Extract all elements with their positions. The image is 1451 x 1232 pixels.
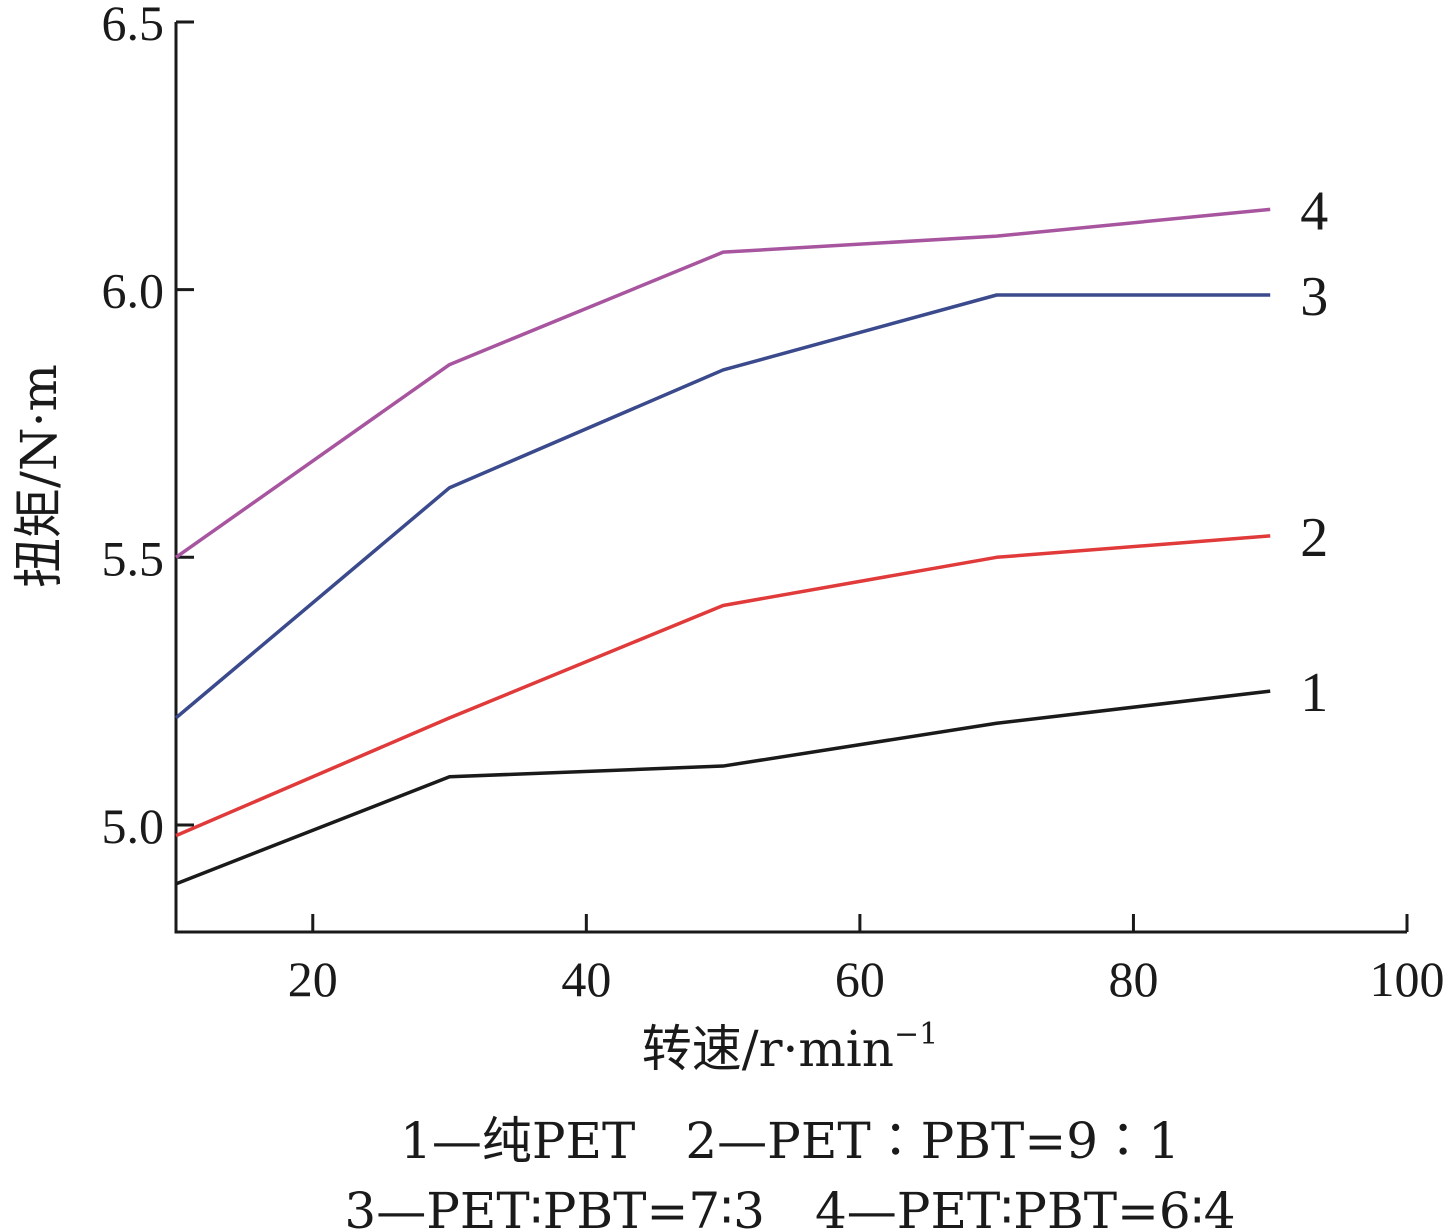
series-label-4: 4 [1300,180,1328,242]
y-tick-label-5.5: 5.5 [102,530,165,586]
axis-frame [174,22,1407,934]
x-axis-title-text: 转速/r·min [642,1020,894,1078]
series-line-3 [174,293,1271,720]
legend-line-1: 1—纯PET 2—PET∶PBT=9∶1 [400,1112,1180,1170]
x-tick-label-20: 20 [288,951,338,1007]
x-tick-label-100: 100 [1370,951,1445,1007]
legend-line-2: 3—PET∶PBT=7∶3 4—PET∶PBT=6∶4 [344,1182,1235,1232]
series-group [174,207,1271,886]
end-labels: 1 2 3 4 [1300,180,1328,724]
ticks: 20 40 60 80 100 5.0 5.5 6.0 6.5 [102,0,1445,1007]
x-tick-label-40: 40 [561,951,611,1007]
y-tick-label-6.0: 6.0 [102,263,165,319]
x-tick-label-60: 60 [835,951,885,1007]
x-tick-label-80: 80 [1108,951,1158,1007]
series-line-1 [175,689,1271,886]
x-axis-title: 转速/r·min−1 [642,1017,938,1078]
series-label-2: 2 [1300,507,1328,569]
series-label-1: 1 [1300,662,1328,724]
y-tick-label-5.0: 5.0 [102,798,165,854]
y-tick-label-6.5: 6.5 [102,0,165,51]
x-axis-title-exponent: −1 [894,1017,938,1052]
axes [174,22,1407,934]
series-line-2 [175,534,1271,838]
series-line-4 [174,207,1271,559]
series-label-3: 3 [1300,266,1328,328]
y-axis-title: 扭矩/N·m [10,364,68,588]
